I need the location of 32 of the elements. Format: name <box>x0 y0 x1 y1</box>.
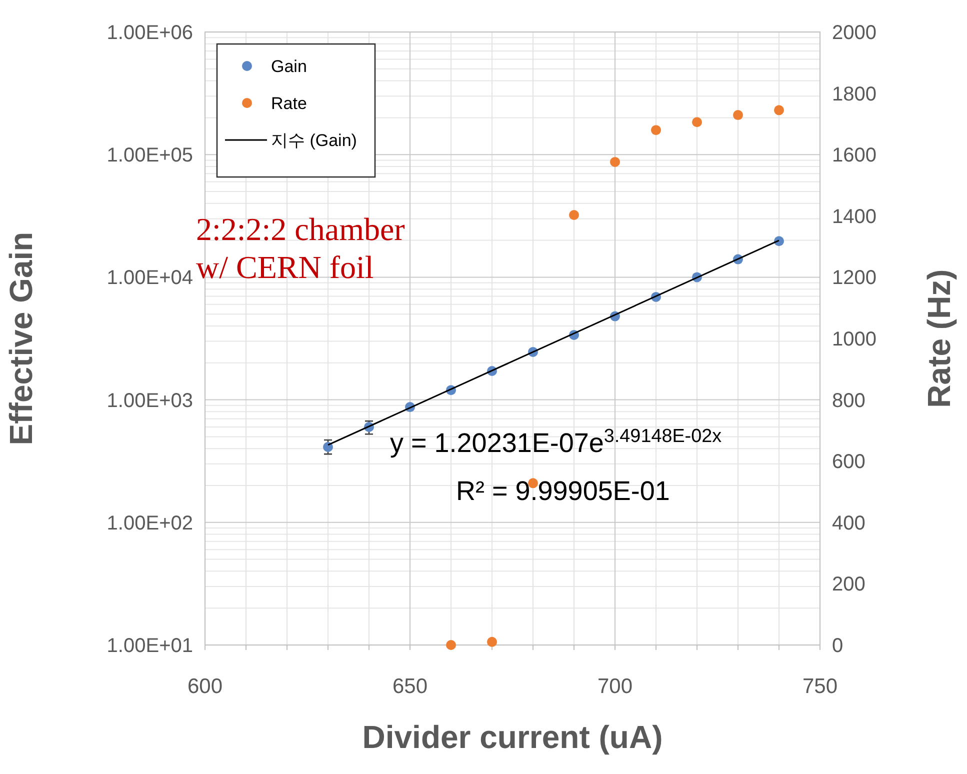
y-tick-label: 1.00E+01 <box>106 635 193 657</box>
y2-tick-label: 1600 <box>832 144 876 167</box>
x-tick-label: 700 <box>597 675 633 698</box>
y-tick-label: 1.00E+04 <box>106 267 193 290</box>
y2-axis-title: Rate (Hz) <box>921 269 957 408</box>
y-tick-label: 1.00E+02 <box>106 512 193 534</box>
y-tick-label: 1.00E+06 <box>106 22 193 44</box>
y2-tick-label: 0 <box>832 635 844 657</box>
annotation: w/ CERN foil <box>196 249 374 285</box>
y2-tick-label: 800 <box>832 390 866 412</box>
y-tick-label: 1.00E+03 <box>106 390 193 412</box>
y2-tick-label: 200 <box>832 574 866 596</box>
y2-tick-label: 2000 <box>832 22 876 44</box>
legend-label: Rate <box>271 94 307 113</box>
annotation: 2:2:2:2 chamber <box>196 211 406 247</box>
y2-tick-label: 1400 <box>832 206 876 228</box>
y-tick-label: 1.00E+05 <box>106 144 193 167</box>
annotation: y = 1.20231E-07e$^{3.49148E-02x}$ <box>390 426 722 458</box>
y2-tick-label: 1000 <box>832 328 876 350</box>
x-tick-label: 650 <box>392 675 428 698</box>
y2-tick-label: 400 <box>832 512 866 534</box>
x-axis-title: Divider current (uA) <box>362 719 663 755</box>
y2-tick-label: 600 <box>832 451 866 474</box>
legend-label: 지수 (Gain) <box>271 131 357 150</box>
x-tick-label: 600 <box>187 675 223 698</box>
point <box>323 442 333 452</box>
y2-tick-label: 1200 <box>832 267 876 290</box>
y-axis-title: Effective Gain <box>3 232 39 446</box>
annotation: R² = 9.99905E-01 <box>456 476 670 506</box>
legend-label: Gain <box>271 57 307 76</box>
y2-tick-label: 1800 <box>832 83 876 106</box>
x-tick-label: 750 <box>802 675 838 698</box>
